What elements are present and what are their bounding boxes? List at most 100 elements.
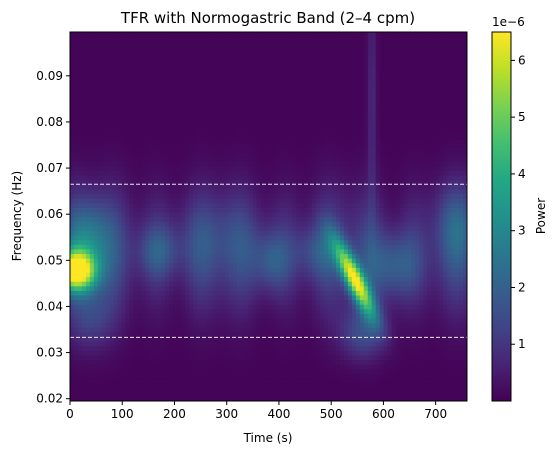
heatmap-cell xyxy=(364,323,369,328)
heatmap-cell xyxy=(320,286,325,291)
heatmap-cell xyxy=(245,207,250,212)
heatmap-cell xyxy=(447,300,452,305)
heatmap-cell xyxy=(328,170,333,175)
heatmap-cell xyxy=(189,175,194,180)
heatmap-cell xyxy=(149,323,154,328)
heatmap-cell xyxy=(423,313,428,318)
heatmap-cell xyxy=(153,373,158,378)
heatmap-cell xyxy=(316,221,321,226)
heatmap-cell xyxy=(245,300,250,305)
heatmap-cell xyxy=(384,212,389,217)
heatmap-cell xyxy=(324,304,329,309)
heatmap-cell xyxy=(165,304,170,309)
heatmap-cell xyxy=(165,184,170,189)
heatmap-cell xyxy=(316,253,321,258)
heatmap-cell xyxy=(284,373,289,378)
heatmap-cell xyxy=(356,332,361,337)
heatmap-cell xyxy=(261,189,266,194)
heatmap-cell xyxy=(94,217,99,222)
heatmap-cell xyxy=(229,346,234,351)
heatmap-cell xyxy=(145,383,150,388)
heatmap-cell xyxy=(257,221,262,226)
heatmap-cell xyxy=(455,212,460,217)
heatmap-cell xyxy=(415,309,420,314)
heatmap-cell xyxy=(344,290,349,295)
heatmap-cell xyxy=(415,304,420,309)
heatmap-cell xyxy=(261,207,266,212)
heatmap-cell xyxy=(459,244,464,249)
heatmap-cell xyxy=(189,300,194,305)
heatmap-cell xyxy=(265,323,270,328)
heatmap-cell xyxy=(201,189,206,194)
heatmap-cell xyxy=(427,240,432,245)
heatmap-cell xyxy=(427,258,432,263)
heatmap-cell xyxy=(165,175,170,180)
heatmap-cell xyxy=(130,359,135,364)
heatmap-cell xyxy=(185,230,190,235)
heatmap-cell xyxy=(102,295,107,300)
heatmap-cell xyxy=(221,290,226,295)
heatmap-cell xyxy=(300,346,305,351)
heatmap-cell xyxy=(98,318,103,323)
heatmap-cell xyxy=(134,235,139,240)
heatmap-cell xyxy=(403,189,408,194)
heatmap-cell xyxy=(169,276,174,281)
heatmap-cell xyxy=(157,387,162,392)
heatmap-cell xyxy=(304,369,309,374)
heatmap-cell xyxy=(284,249,289,254)
heatmap-cell xyxy=(388,359,393,364)
heatmap-cell xyxy=(149,359,154,364)
heatmap-cell xyxy=(137,263,142,268)
heatmap-cell xyxy=(427,387,432,392)
heatmap-cell xyxy=(328,346,333,351)
heatmap-cell xyxy=(185,341,190,346)
heatmap-cell xyxy=(153,300,158,305)
heatmap-cell xyxy=(201,309,206,314)
heatmap-cell xyxy=(114,281,119,286)
heatmap-cell xyxy=(308,295,313,300)
heatmap-cell xyxy=(439,373,444,378)
heatmap-cell xyxy=(177,203,182,208)
heatmap-cell xyxy=(400,286,405,291)
heatmap-cell xyxy=(439,240,444,245)
heatmap-cell xyxy=(380,300,385,305)
heatmap-cell xyxy=(348,364,353,369)
heatmap-cell xyxy=(217,235,222,240)
heatmap-cell xyxy=(102,341,107,346)
heatmap-cell xyxy=(308,170,313,175)
heatmap-cell xyxy=(284,318,289,323)
heatmap-cell xyxy=(344,272,349,277)
heatmap-cell xyxy=(102,184,107,189)
heatmap-cell xyxy=(272,249,277,254)
heatmap-cell xyxy=(130,295,135,300)
heatmap-cell xyxy=(102,263,107,268)
heatmap-cell xyxy=(245,373,250,378)
heatmap-cell xyxy=(229,387,234,392)
heatmap-cell xyxy=(316,193,321,198)
heatmap-cell xyxy=(348,350,353,355)
heatmap-cell xyxy=(261,309,266,314)
heatmap-cell xyxy=(209,276,214,281)
heatmap-cell xyxy=(296,249,301,254)
heatmap-cell xyxy=(90,323,95,328)
heatmap-cell xyxy=(439,383,444,388)
heatmap-cell xyxy=(292,253,297,258)
heatmap-cell xyxy=(340,309,345,314)
heatmap-cell xyxy=(126,276,131,281)
heatmap-cell xyxy=(284,272,289,277)
heatmap-cell xyxy=(169,364,174,369)
heatmap-cell xyxy=(304,318,309,323)
heatmap-cell xyxy=(118,221,123,226)
heatmap-cell xyxy=(102,230,107,235)
heatmap-cell xyxy=(443,341,448,346)
heatmap-cell xyxy=(368,267,373,272)
heatmap-cell xyxy=(411,267,416,272)
heatmap-cell xyxy=(90,193,95,198)
heatmap-cell xyxy=(106,378,111,383)
heatmap-cell xyxy=(435,378,440,383)
heatmap-cell xyxy=(272,263,277,268)
heatmap-cell xyxy=(177,184,182,189)
heatmap-cell xyxy=(253,359,258,364)
heatmap-cell xyxy=(165,170,170,175)
heatmap-cell xyxy=(332,290,337,295)
